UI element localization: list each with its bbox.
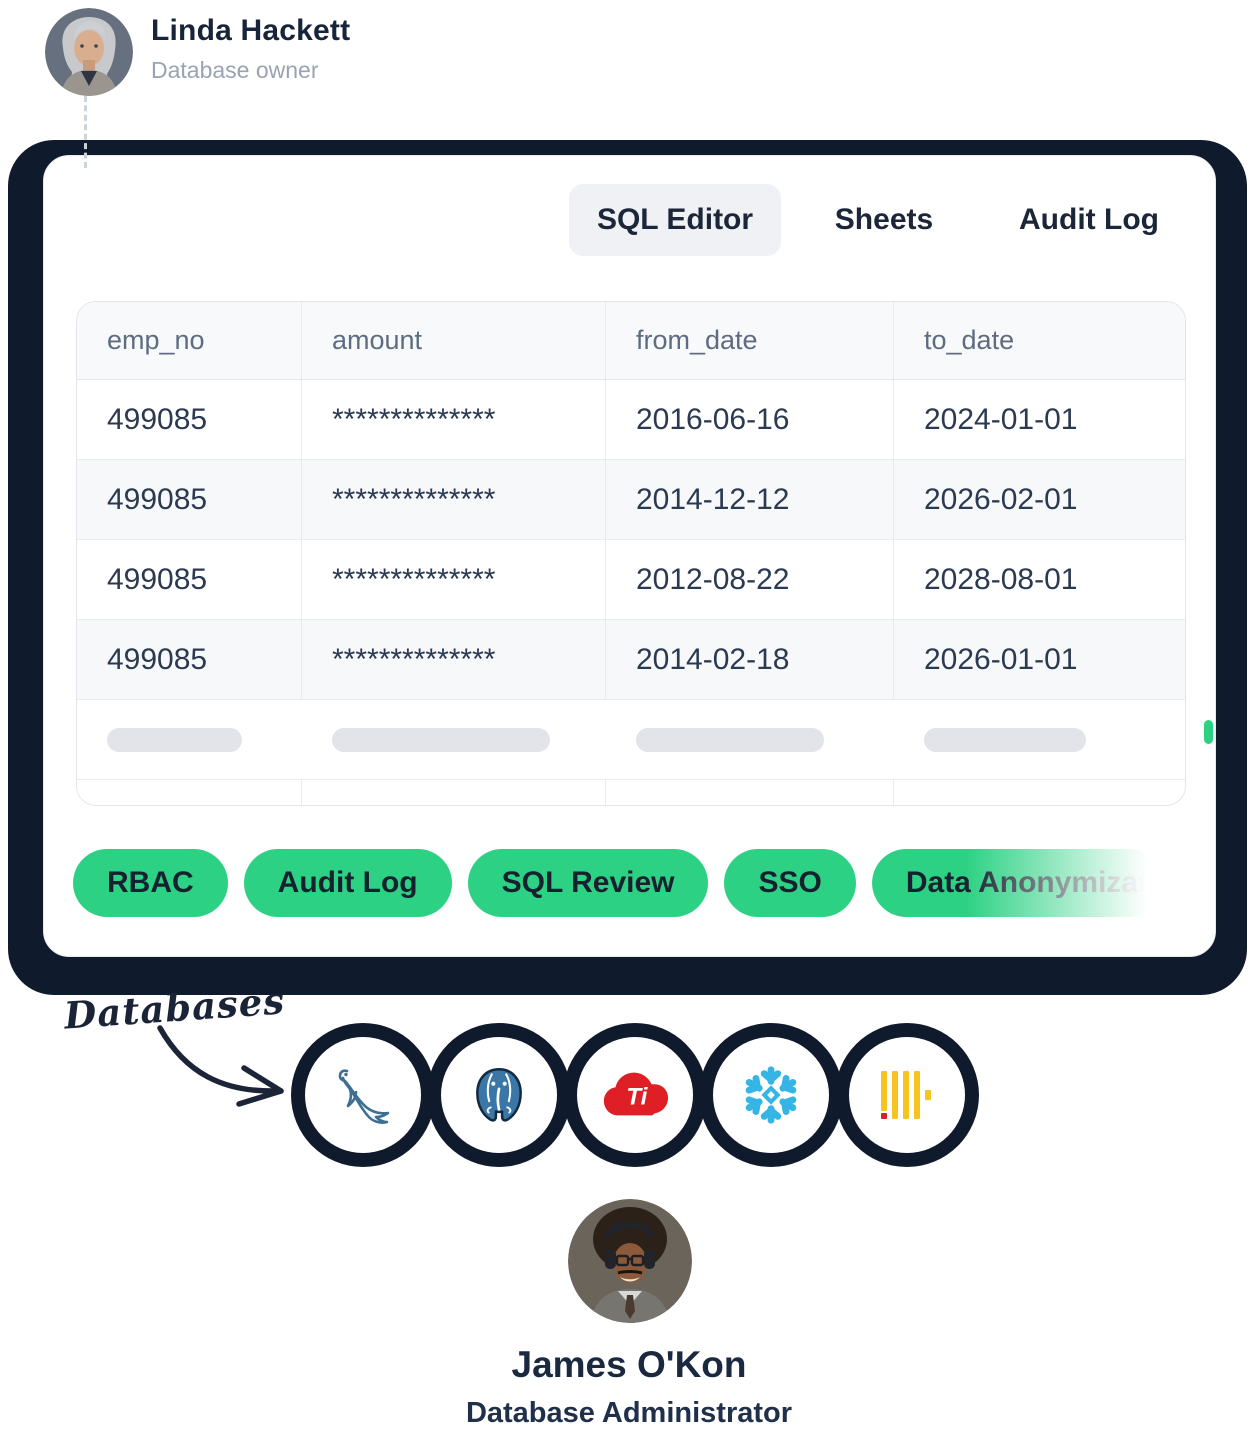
db-badge-circle [441,1037,557,1153]
tab-sql-editor-label: SQL Editor [596,203,754,236]
feature-pill-rbac[interactable]: RBAC [73,849,228,917]
table-cell: 499085 [77,460,302,539]
tab-sheets[interactable]: Sheets [824,184,944,256]
skeleton-cell [77,700,302,779]
admin-portrait-image [568,1199,692,1323]
table-cell: 2026-01-01 [924,642,1078,676]
feature-pills: RBAC Audit Log SQL Review SSO Data Anonymiza… [73,849,1164,917]
owner-role: Database owner [151,57,319,83]
header-cell-emp-no: emp_no [77,302,302,379]
tab-sql-editor[interactable]: SQL Editor [569,184,781,256]
table-cell: 2014-12-12 [606,460,894,539]
skeleton-row [77,700,1185,780]
skeleton-bar [636,727,824,752]
skeleton-bar [332,727,550,752]
table-cell: 2012-08-22 [606,540,894,619]
table-cell: 2026-02-01 [924,482,1078,516]
owner-portrait-image [45,8,133,96]
mysql-icon [338,1069,390,1124]
table-body: 499085 ************** 2016-06-16 2024-01-01… [77,380,1185,700]
table-row[interactable]: 499085 ************** 2012-08-22 2028-08-01 [77,540,1185,620]
skeleton-bar [107,727,242,752]
db-badge-circle [713,1037,829,1153]
feature-pill-audit-log[interactable]: Audit Log [243,849,452,917]
header-cell-amount: amount [302,302,606,379]
table-cell: 2024-01-01 [924,402,1078,436]
table-cell: ************** [302,460,606,539]
tidb-mark: Ti [626,1084,648,1111]
clickhouse-icon [881,1071,931,1119]
tab-audit-log-label: Audit Log [1019,203,1159,236]
table-cell: ************** [302,540,606,619]
table-cell: 2016-06-16 [606,380,894,459]
db-badge-circle: Ti [577,1037,693,1153]
partial-cell [606,780,894,805]
table-cell: 499085 [77,380,302,459]
skeleton-cell [606,700,894,779]
admin-name: James O'Kon [511,1344,747,1385]
skeleton-bar [924,727,1086,752]
table-cell: 2028-08-01 [924,562,1078,596]
table-cell: ************** [302,380,606,459]
table-cell: 499085 [77,620,302,699]
db-badge-mysql[interactable] [291,1023,435,1167]
snowflake-icon [745,1066,797,1124]
table-cell: ************** [302,620,606,699]
results-table: emp_no amount from_date to_date 499085 **… [76,301,1186,806]
feature-pill-sql-review[interactable]: SQL Review [467,849,709,917]
feature-pill-sso[interactable]: SSO [724,849,856,917]
skeleton-cell [894,700,1185,779]
feature-pill-data-anonymization[interactable]: Data Anonymization [871,849,1164,917]
owner-section: Linda Hackett Database owner [45,8,350,96]
database-badges: Ti [291,1023,979,1167]
table-row[interactable]: 499085 ************** 2014-02-18 2026-01-01 [77,620,1185,700]
table-header-row: emp_no amount from_date to_date [77,302,1185,380]
owner-avatar [45,8,133,96]
owner-name: Linda Hackett [151,14,351,47]
curved-arrow-icon [157,1025,284,1107]
db-badge-circle [849,1037,965,1153]
partial-row [77,780,1185,805]
table-cell: 2014-02-18 [606,620,894,699]
table-cell: 499085 [77,540,302,619]
admin-avatar [568,1199,692,1323]
db-badge-postgresql[interactable] [427,1023,571,1167]
db-badge-clickhouse[interactable] [835,1023,979,1167]
partial-cell [77,780,302,805]
tidb-cloud-icon: Ti [603,1072,669,1116]
db-badge-tidb[interactable]: Ti [563,1023,707,1167]
partial-cell [302,780,606,805]
connector-dashed-line [84,96,87,168]
app-card: SQL Editor Sheets Audit Log emp_no amoun… [43,155,1216,957]
partial-cell [894,780,1185,805]
tab-audit-log[interactable]: Audit Log [1009,184,1169,256]
postgresql-icon [476,1067,522,1122]
table-row[interactable]: 499085 ************** 2014-12-12 2026-02-01 [77,460,1185,540]
skeleton-cell [302,700,606,779]
header-cell-to-date: to_date [924,325,1015,355]
feature-pill-clipped [1204,720,1213,744]
header-cell-from-date: from_date [606,302,894,379]
db-badge-circle [305,1037,421,1153]
table-row[interactable]: 499085 ************** 2016-06-16 2024-01-01 [77,380,1185,460]
admin-role: Database Administrator [465,1397,793,1429]
db-badge-snowflake[interactable] [699,1023,843,1167]
tab-sheets-label: Sheets [834,203,934,236]
